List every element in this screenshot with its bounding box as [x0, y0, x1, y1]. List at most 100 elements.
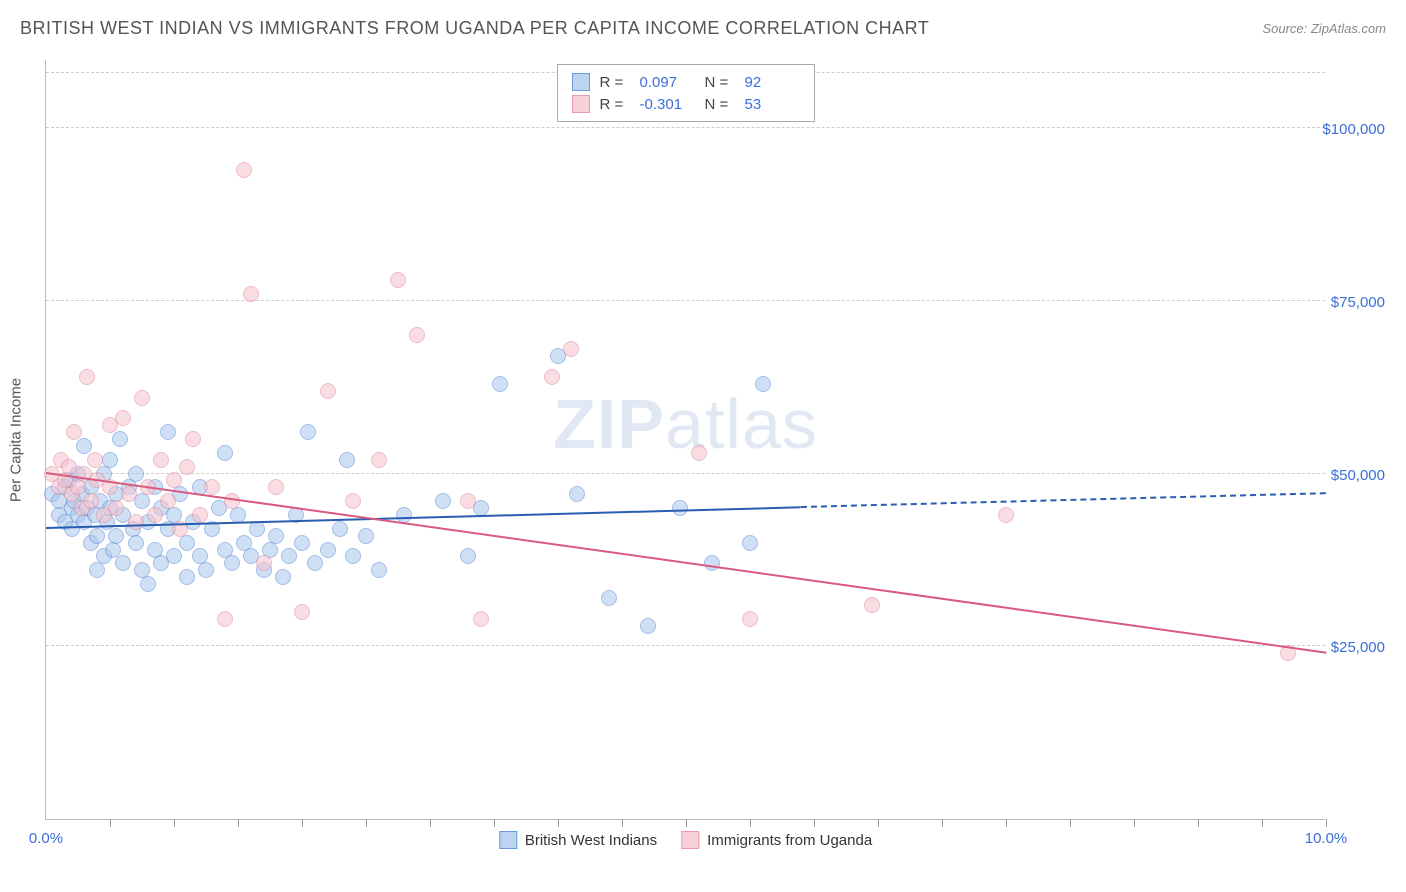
- scatter-point: [345, 493, 361, 509]
- scatter-point: [601, 590, 617, 606]
- scatter-point: [128, 466, 144, 482]
- y-tick-label: $50,000: [1331, 467, 1385, 484]
- x-tick: [750, 819, 751, 827]
- scatter-point: [224, 555, 240, 571]
- scatter-point: [275, 569, 291, 585]
- scatter-point: [128, 535, 144, 551]
- x-tick: [494, 819, 495, 827]
- scatter-point: [204, 479, 220, 495]
- legend-correlation-box: R =0.097N =92R =-0.301N =53: [557, 64, 815, 122]
- gridline: [46, 473, 1325, 474]
- scatter-point: [89, 528, 105, 544]
- scatter-point: [79, 369, 95, 385]
- y-axis-title: Per Capita Income: [8, 377, 25, 501]
- scatter-point: [358, 528, 374, 544]
- scatter-point: [147, 507, 163, 523]
- x-tick-label: 10.0%: [1305, 830, 1348, 847]
- x-tick: [1134, 819, 1135, 827]
- scatter-point: [160, 493, 176, 509]
- x-tick: [174, 819, 175, 827]
- x-tick: [430, 819, 431, 827]
- scatter-point: [473, 611, 489, 627]
- scatter-point: [281, 548, 297, 564]
- x-tick: [302, 819, 303, 827]
- scatter-point: [268, 528, 284, 544]
- x-tick: [622, 819, 623, 827]
- scatter-point: [166, 472, 182, 488]
- scatter-point: [998, 507, 1014, 523]
- scatter-point: [672, 500, 688, 516]
- scatter-point: [217, 445, 233, 461]
- x-tick: [366, 819, 367, 827]
- scatter-point: [76, 438, 92, 454]
- scatter-point: [268, 479, 284, 495]
- scatter-point: [192, 507, 208, 523]
- scatter-point: [140, 576, 156, 592]
- scatter-point: [66, 424, 82, 440]
- gridline: [46, 127, 1325, 128]
- scatter-point: [102, 452, 118, 468]
- scatter-point: [105, 542, 121, 558]
- x-tick: [878, 819, 879, 827]
- scatter-point: [108, 528, 124, 544]
- scatter-point: [179, 459, 195, 475]
- scatter-point: [134, 390, 150, 406]
- scatter-point: [345, 548, 361, 564]
- scatter-point: [70, 479, 86, 495]
- y-tick-label: $100,000: [1322, 121, 1385, 138]
- scatter-point: [115, 555, 131, 571]
- x-tick: [1070, 819, 1071, 827]
- scatter-point: [390, 272, 406, 288]
- x-tick: [1006, 819, 1007, 827]
- x-tick: [110, 819, 111, 827]
- scatter-point: [243, 286, 259, 302]
- scatter-point: [217, 611, 233, 627]
- scatter-point: [307, 555, 323, 571]
- scatter-point: [160, 424, 176, 440]
- chart-plot-area: Per Capita Income ZIPatlas R =0.097N =92…: [45, 60, 1325, 820]
- x-tick: [238, 819, 239, 827]
- legend-series: British West IndiansImmigrants from Ugan…: [499, 831, 872, 849]
- scatter-point: [691, 445, 707, 461]
- scatter-point: [87, 452, 103, 468]
- scatter-point: [153, 452, 169, 468]
- scatter-point: [339, 452, 355, 468]
- scatter-point: [742, 611, 758, 627]
- scatter-point: [755, 376, 771, 392]
- scatter-point: [256, 555, 272, 571]
- source-label: Source: ZipAtlas.com: [1262, 21, 1386, 36]
- chart-title: BRITISH WEST INDIAN VS IMMIGRANTS FROM U…: [20, 18, 929, 39]
- y-tick-label: $75,000: [1331, 294, 1385, 311]
- scatter-point: [435, 493, 451, 509]
- scatter-point: [179, 569, 195, 585]
- scatter-point: [128, 514, 144, 530]
- x-tick: [942, 819, 943, 827]
- scatter-point: [704, 555, 720, 571]
- scatter-point: [320, 383, 336, 399]
- scatter-point: [115, 410, 131, 426]
- x-tick: [686, 819, 687, 827]
- scatter-point: [198, 562, 214, 578]
- scatter-point: [83, 493, 99, 509]
- scatter-point: [864, 597, 880, 613]
- trend-line: [801, 492, 1326, 508]
- x-tick: [814, 819, 815, 827]
- scatter-point: [300, 424, 316, 440]
- gridline: [46, 300, 1325, 301]
- scatter-point: [112, 431, 128, 447]
- scatter-point: [89, 562, 105, 578]
- x-tick: [1326, 819, 1327, 827]
- scatter-point: [460, 493, 476, 509]
- scatter-point: [61, 459, 77, 475]
- scatter-point: [224, 493, 240, 509]
- scatter-point: [409, 327, 425, 343]
- y-tick-label: $25,000: [1331, 639, 1385, 656]
- x-tick: [1262, 819, 1263, 827]
- x-tick: [1198, 819, 1199, 827]
- scatter-point: [294, 604, 310, 620]
- x-tick: [558, 819, 559, 827]
- legend-series-item: Immigrants from Uganda: [681, 831, 872, 849]
- scatter-point: [640, 618, 656, 634]
- scatter-point: [563, 341, 579, 357]
- watermark: ZIPatlas: [553, 384, 818, 464]
